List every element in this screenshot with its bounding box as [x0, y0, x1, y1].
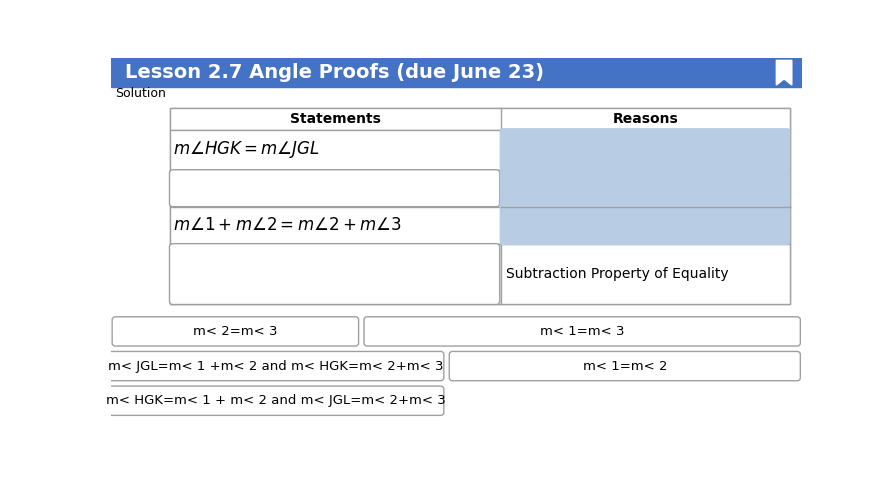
Bar [502, 243, 789, 304]
FancyBboxPatch shape [109, 386, 444, 415]
FancyBboxPatch shape [449, 351, 800, 381]
Bar [502, 207, 789, 243]
Bar [169, 130, 502, 170]
FancyBboxPatch shape [112, 317, 358, 346]
Bar [502, 130, 789, 170]
Bar [169, 207, 502, 243]
Bar [169, 170, 502, 207]
Bar [502, 170, 789, 207]
Text: m< HGK=m< 1 + m< 2 and m< JGL=m< 2+m< 3: m< HGK=m< 1 + m< 2 and m< JGL=m< 2+m< 3 [106, 394, 446, 407]
FancyBboxPatch shape [169, 243, 500, 304]
Text: Solution: Solution [115, 87, 166, 100]
FancyBboxPatch shape [500, 205, 790, 245]
Bar [169, 108, 789, 304]
Bar [502, 170, 789, 207]
Bar [111, 58, 802, 87]
FancyBboxPatch shape [500, 128, 790, 171]
Bar [169, 243, 502, 304]
Text: m< 2=m< 3: m< 2=m< 3 [193, 325, 278, 338]
Text: m< 1=m< 3: m< 1=m< 3 [540, 325, 625, 338]
FancyBboxPatch shape [109, 351, 444, 381]
FancyBboxPatch shape [364, 317, 800, 346]
Text: Statements: Statements [290, 112, 380, 126]
FancyBboxPatch shape [500, 168, 790, 208]
Text: $m\angle HGK = m\angle JGL$: $m\angle HGK = m\angle JGL$ [174, 139, 321, 160]
Text: Lesson 2.7 Angle Proofs (due June 23): Lesson 2.7 Angle Proofs (due June 23) [126, 63, 544, 82]
Polygon shape [776, 60, 792, 85]
FancyBboxPatch shape [169, 170, 500, 207]
Text: m< 1=m< 2: m< 1=m< 2 [583, 360, 667, 373]
Text: $m\angle 1 + m\angle 2 = m\angle 2 + m\angle 3$: $m\angle 1 + m\angle 2 = m\angle 2 + m\a… [174, 216, 402, 234]
Text: Subtraction Property of Equality: Subtraction Property of Equality [506, 267, 729, 281]
Text: m< JGL=m< 1 +m< 2 and m< HGK=m< 2+m< 3: m< JGL=m< 1 +m< 2 and m< HGK=m< 2+m< 3 [109, 360, 444, 373]
Bar [169, 108, 789, 130]
Text: Reasons: Reasons [612, 112, 678, 126]
